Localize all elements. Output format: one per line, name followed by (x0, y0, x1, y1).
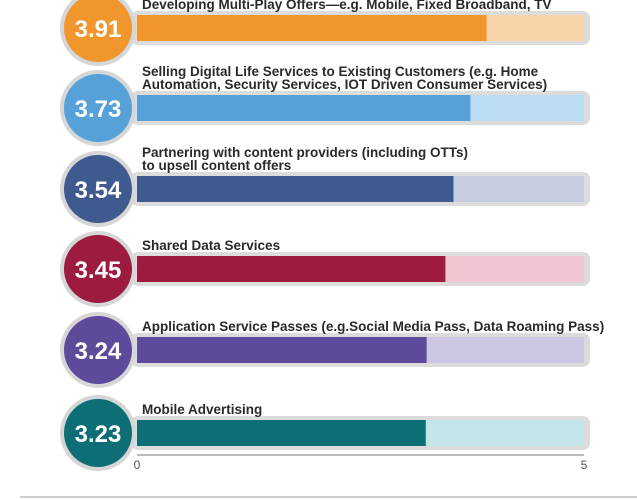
category-label: Mobile Advertising (142, 402, 262, 417)
bar (137, 256, 446, 282)
bar (137, 337, 427, 363)
bar-row: Mobile Advertising 3.23 (60, 395, 590, 471)
category-label: Selling Digital Life Services to Existin… (142, 64, 539, 79)
category-label: Shared Data Services (142, 238, 280, 253)
value-badge (64, 74, 132, 142)
value-badge (64, 399, 132, 467)
value-label: 3.23 (75, 421, 122, 448)
bar (137, 15, 487, 41)
category-label: to upsell content offers (142, 158, 291, 173)
bar (137, 176, 454, 202)
bar-row: Selling Digital Life Services to Existin… (60, 64, 590, 146)
category-label: Application Service Passes (e.g.Social M… (142, 319, 604, 334)
value-label: 3.45 (75, 257, 122, 284)
value-badge (64, 235, 132, 303)
value-badge (64, 316, 132, 384)
value-label: 3.73 (75, 96, 122, 123)
value-label: 3.91 (75, 16, 122, 43)
category-label: Partnering with content providers (inclu… (142, 145, 468, 160)
bar (137, 420, 426, 446)
value-label: 3.24 (75, 338, 122, 365)
value-badge (64, 155, 132, 223)
bar-row: Partnering with content providers (inclu… (60, 145, 590, 227)
bar-row: Developing Multi-Play Offers—e.g. Mobile… (60, 0, 590, 66)
value-badge (64, 0, 132, 62)
bar-row: Application Service Passes (e.g.Social M… (60, 312, 604, 388)
category-label: Developing Multi-Play Offers—e.g. Mobile… (142, 0, 552, 12)
x-tick-max: 5 (581, 458, 588, 472)
value-label: 3.54 (75, 177, 122, 204)
category-label: Automation, Security Services, IOT Drive… (142, 77, 547, 92)
bar-row: Shared Data Services 3.45 (60, 231, 590, 307)
bar (137, 95, 471, 121)
x-tick-min: 0 (134, 458, 141, 472)
